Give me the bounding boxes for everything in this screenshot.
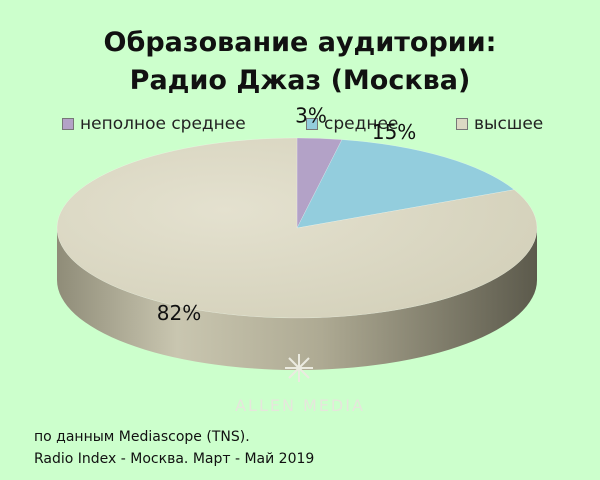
chart-legend: неполное среднее среднее высшее [0,114,600,136]
pie-side [57,228,537,370]
legend-label-higher: высшее [474,114,544,134]
data-label-2: 82% [157,301,201,325]
pie-slice-0 [296,137,343,229]
legend-label-incomplete-secondary: неполное среднее [80,114,246,134]
legend-swatch-incomplete-secondary [62,118,74,130]
legend-item-higher: высшее [456,114,543,134]
legend-swatch-secondary [306,118,318,130]
watermark-star-icon [285,354,313,382]
pie-data-labels: 3% 15% 82% [157,103,417,325]
source-line-1: по данным Mediascope (TNS). [34,429,250,445]
chart-title-line-2: Радио Джаз (Москва) [129,65,471,96]
chart-title-line-1: Образование аудитории: [103,27,497,58]
source-line-2: Radio Index - Москва. Март - Май 2019 [34,451,315,467]
legend-item-incomplete-secondary: неполное среднее [62,114,246,134]
source-note: по данным Mediascope (TNS). Radio Index … [34,426,314,470]
legend-item-secondary: среднее [306,114,398,134]
chart-title: Образование аудитории: Радио Джаз (Москв… [0,24,600,100]
pie-slice-2 [56,137,538,319]
pie-side-wall [57,228,537,370]
pie-slices [56,137,538,319]
data-label-0: 3% [295,103,327,127]
watermark-text: ALLEN MEDIA [235,396,365,415]
legend-swatch-higher [456,118,468,130]
pie-slice-1 [296,139,515,229]
legend-label-secondary: среднее [324,114,399,134]
data-label-1: 15% [372,120,416,144]
